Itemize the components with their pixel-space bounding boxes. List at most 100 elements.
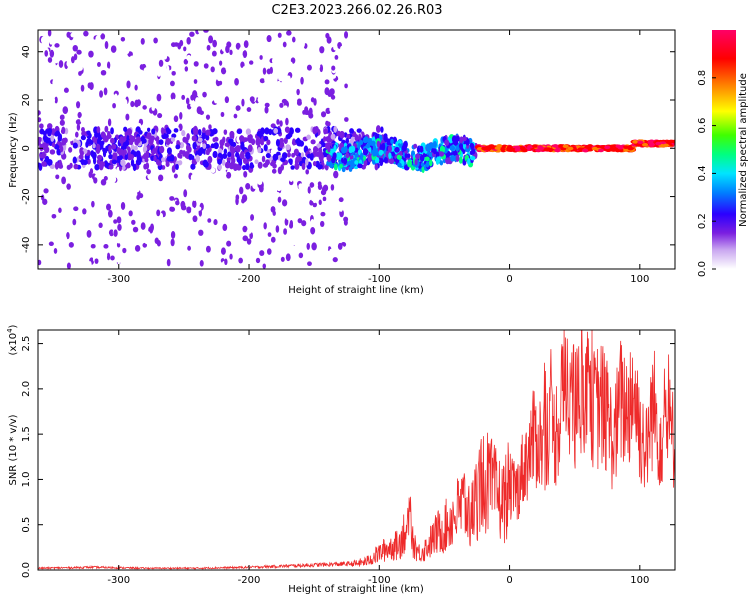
spectrogram-cell xyxy=(104,125,109,133)
spectrogram-cell xyxy=(126,80,131,89)
spectrogram-cell xyxy=(78,65,83,71)
spectrogram-cell xyxy=(38,94,44,101)
spectrogram-cell xyxy=(428,159,433,167)
snr-frame xyxy=(37,329,676,571)
spectrogram-cell xyxy=(360,152,364,159)
spectrogram-cell xyxy=(220,67,227,75)
spectrogram-cell xyxy=(315,210,320,219)
colorbar-label: Normalized spectral amplitude xyxy=(738,73,749,227)
spectrogram-cell xyxy=(246,229,252,234)
spectrogram-cell xyxy=(270,236,276,243)
spectrogram-cell xyxy=(177,42,182,50)
spectrogram-cell xyxy=(217,164,222,171)
spectrogram-cell xyxy=(100,179,107,186)
spectrogram-cell xyxy=(169,80,175,87)
spectrogram-cell xyxy=(286,194,291,202)
spectrogram-cell xyxy=(158,59,164,67)
spectrogram-cell xyxy=(139,64,144,70)
spectrogram-cell xyxy=(323,260,329,267)
spectrogram-cell xyxy=(144,237,149,244)
spectrogram-cell xyxy=(149,166,154,172)
spectrogram-cell xyxy=(306,134,311,140)
spectrogram-cell xyxy=(166,108,171,117)
spectrogram-cell xyxy=(55,261,60,267)
spectrogram-cell xyxy=(240,241,247,249)
spectrogram-cell xyxy=(397,162,402,168)
spectrogram-cell xyxy=(365,143,371,149)
spectrogram-cell xyxy=(323,128,328,133)
spectrogram-cell xyxy=(108,74,113,79)
spectrogram-cell xyxy=(331,65,336,71)
spectrogram-cell xyxy=(279,231,284,239)
spectrogram-cell xyxy=(90,236,95,242)
spectrogram-cell xyxy=(239,186,244,195)
spectrogram-cell xyxy=(236,36,241,42)
x-tick-label: 100 xyxy=(630,575,649,586)
spectrogram-cell xyxy=(247,133,253,141)
spectrogram-cell xyxy=(62,197,68,203)
spectrogram-cell xyxy=(82,208,87,215)
spectrogram-cell xyxy=(413,143,418,149)
spectrogram-cell xyxy=(71,190,76,197)
spectrogram-cell xyxy=(449,145,456,152)
spectrogram-cell xyxy=(228,215,232,223)
spectrogram-cell xyxy=(75,119,82,125)
spectrogram-cell xyxy=(58,60,64,68)
spectrogram-cell xyxy=(420,162,425,167)
spectrogram-cell xyxy=(338,65,343,73)
spectrogram-cell xyxy=(192,141,197,150)
y-tick-label: 40 xyxy=(21,45,32,58)
spectrogram-cell xyxy=(199,165,204,173)
spectrogram-cell xyxy=(246,107,252,112)
spectrogram-cell xyxy=(335,103,341,111)
spectrogram-cell xyxy=(648,142,655,147)
spectrogram-cell xyxy=(130,30,135,39)
spectrogram-cell xyxy=(169,154,175,162)
spectrogram-cell xyxy=(557,144,564,148)
spectrogram-cell xyxy=(255,138,261,146)
snr-x-ticks: -300 -200 -100 0 100 xyxy=(107,330,649,586)
spectrogram-cell xyxy=(100,172,105,179)
spectrogram-cell xyxy=(214,181,219,189)
spectrogram-cell xyxy=(280,157,286,162)
spectrogram-cell xyxy=(280,164,285,171)
spectrogram-cell xyxy=(637,140,644,145)
spectrogram-cell xyxy=(135,185,140,193)
spectrogram-cell xyxy=(69,162,73,169)
spectrogram-cell xyxy=(209,89,215,97)
spectrogram-cell xyxy=(269,66,273,74)
spectrogram-cell xyxy=(328,133,332,140)
spectrogram-cell xyxy=(119,75,126,83)
spectrogram-cell xyxy=(298,252,304,259)
spectrogram-cell xyxy=(103,87,108,96)
spectrogram-cell xyxy=(212,238,218,244)
colorbar-tick-label: 0.4 xyxy=(697,165,708,181)
spectrogram-cell xyxy=(49,39,54,45)
spectrogram-cell xyxy=(324,61,328,70)
spectrogram-cell xyxy=(184,66,189,72)
spectrogram-cell xyxy=(82,51,88,59)
spectrogram-cell xyxy=(275,225,280,233)
spectrogram-cell xyxy=(332,229,337,237)
spectrogram-cell xyxy=(272,163,277,169)
spectrogram-cell xyxy=(128,210,133,217)
spectrogram-cell xyxy=(330,133,336,140)
spectrogram-cell xyxy=(77,236,83,245)
spectrogram-cell xyxy=(187,245,191,251)
spectrogram-cell xyxy=(547,148,554,152)
spectrogram-cell xyxy=(308,249,314,255)
spectrogram-cell xyxy=(210,167,216,174)
spectrogram-cell xyxy=(396,154,402,160)
spectrogram-cell xyxy=(144,157,149,163)
spectrogram-cell xyxy=(170,92,176,101)
spectrogram-cell xyxy=(388,158,395,165)
spectrogram-cell xyxy=(584,145,591,150)
spectrogram-cell xyxy=(237,252,242,259)
spectrogram-cell xyxy=(344,31,349,39)
spectrogram-cell xyxy=(300,40,305,48)
spectrogram-cell xyxy=(135,37,140,42)
spectrogram-cell xyxy=(169,111,175,117)
spectrogram-cell xyxy=(271,57,276,64)
spectrogram-cell xyxy=(284,217,289,226)
